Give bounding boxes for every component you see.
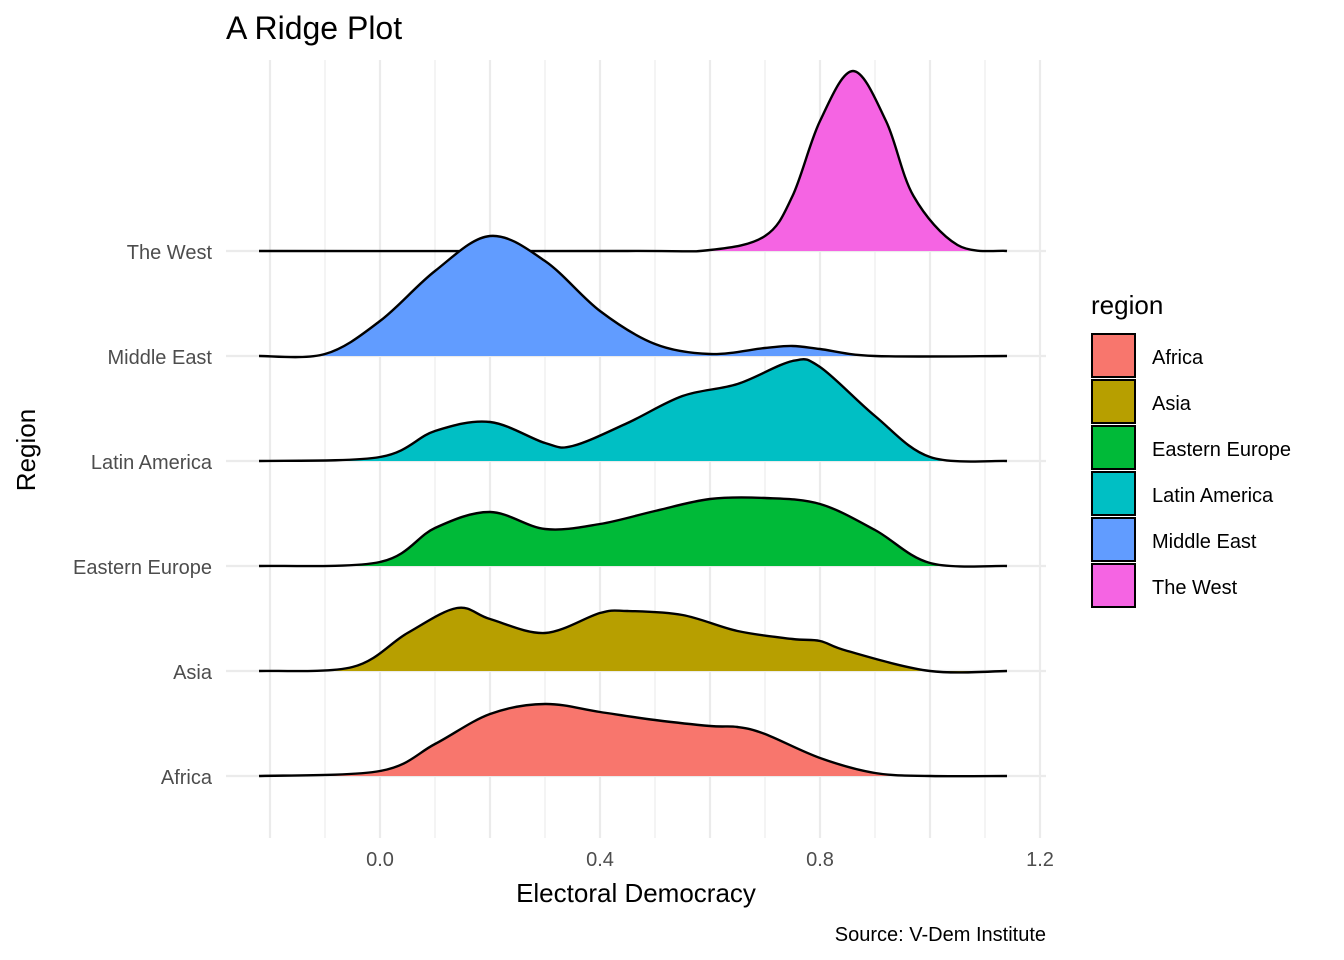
legend-item: Asia [1091,379,1192,424]
legend-swatch [1091,517,1136,562]
legend-label: The West [1152,577,1238,599]
ridge-outline [258,702,1008,778]
ridge-outline [258,496,1008,568]
x-axis-title: Electoral Democracy [516,878,756,908]
legend-item: Eastern Europe [1091,425,1291,470]
y-tick-label: Asia [173,662,213,684]
legend-swatch [1091,379,1136,424]
ridge-africa [258,702,1008,778]
legend-swatch [1091,425,1136,470]
ridge-outline [258,69,1008,253]
ridge-area [259,607,1007,673]
ridge-area [259,703,1007,777]
legend-item: The West [1091,563,1238,608]
legend-item: Latin America [1091,471,1274,516]
x-tick-label: 0.4 [586,849,614,871]
legend-label: Latin America [1152,485,1274,507]
ridge-middle-east [258,234,1008,359]
legend-label: Asia [1152,393,1192,415]
chart-title: A Ridge Plot [226,10,402,46]
ridge-eastern-europe [258,496,1008,568]
ridge-outline [258,606,1008,674]
legend-item: Middle East [1091,517,1257,562]
x-tick-label: 1.2 [1026,849,1054,871]
legend-title: region [1091,290,1163,320]
ridges [258,69,1008,778]
x-tick-label: 0.0 [366,849,394,871]
ridge-outline [258,234,1008,359]
legend-swatch [1091,563,1136,608]
y-tick-label: Africa [161,767,213,789]
ridge-area [259,359,1007,462]
source-caption: Source: V-Dem Institute [835,924,1046,946]
ridge-area [259,71,1007,252]
legend: region Africa Asia Eastern Europe Latin Ame… [1091,290,1291,608]
y-tick-label: Latin America [91,452,213,474]
x-axis-tick-labels: 0.0 0.4 0.8 1.2 [366,849,1054,871]
legend-swatch [1091,333,1136,378]
ridge-area [259,497,1007,567]
ridge-latin-america [258,358,1008,463]
y-tick-label: Eastern Europe [73,557,212,579]
legend-label: Eastern Europe [1152,439,1291,461]
y-tick-label: The West [127,242,213,264]
y-axis-tick-labels: Africa Asia Eastern Europe Latin America Mid… [73,242,213,789]
legend-swatch [1091,471,1136,516]
ridge-the-west [258,69,1008,253]
legend-item: Africa [1091,333,1204,378]
legend-label: Africa [1152,347,1204,369]
ridge-asia [258,606,1008,674]
y-tick-label: Middle East [108,347,213,369]
ridge-outline [258,358,1008,463]
y-axis-title: Region [11,409,41,491]
legend-label: Middle East [1152,531,1257,553]
x-tick-label: 0.8 [806,849,834,871]
ridge-area [259,235,1007,358]
